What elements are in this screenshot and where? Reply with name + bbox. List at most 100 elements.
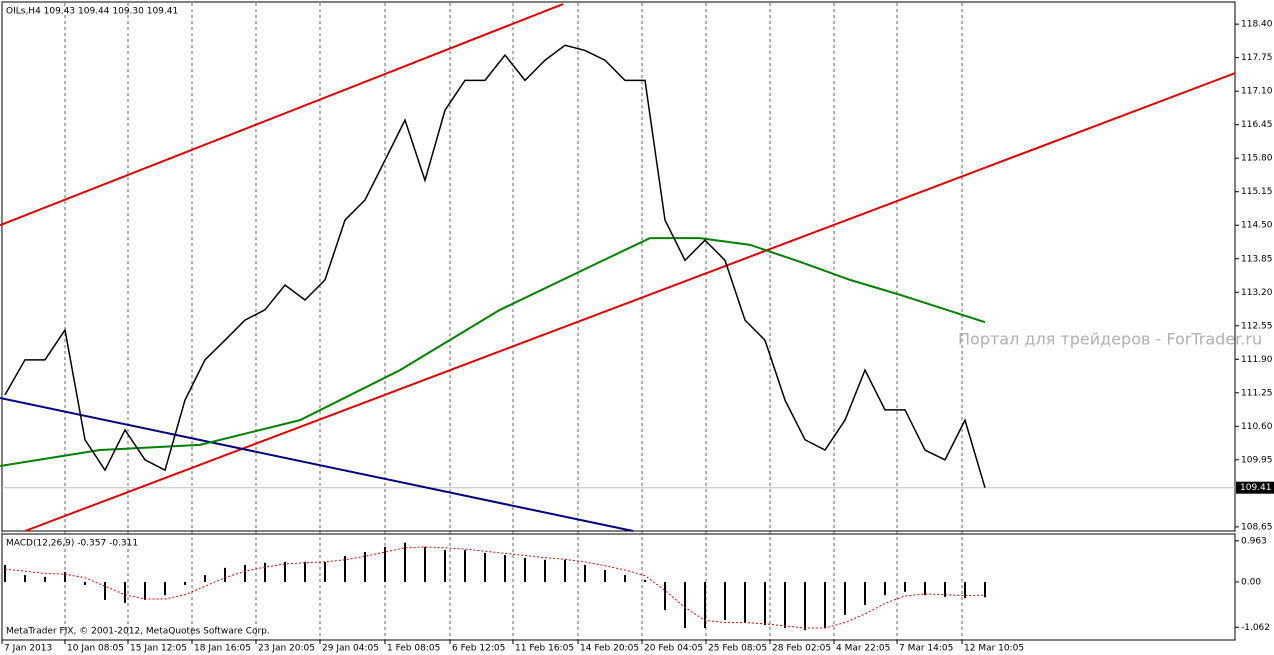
x-tick-label: 1 Feb 08:05 <box>387 644 440 654</box>
footer: MetaTrader FIX, © 2001-2012, MetaQuotes … <box>6 627 270 637</box>
y-tick-label: 117.75 <box>1241 53 1273 63</box>
x-tick-label: 29 Jan 04:05 <box>322 644 379 654</box>
y-tick-label: 112.55 <box>1241 321 1273 331</box>
macd-bar <box>264 562 266 582</box>
macd-bar <box>884 581 886 596</box>
y-tick-label: -1.062 <box>1241 623 1270 633</box>
macd-bar <box>304 561 306 582</box>
macd-bar <box>124 581 126 603</box>
macd-bar <box>984 581 986 598</box>
macd-bar <box>344 555 346 582</box>
macd-bar <box>444 549 446 582</box>
macd-bar <box>624 575 626 582</box>
x-tick-label: 4 Mar 22:05 <box>836 644 890 654</box>
macd-bar <box>324 561 326 582</box>
watermark: Портал для трейдеров - ForTrader.ru <box>958 330 1262 349</box>
x-tick-label: 23 Jan 20:05 <box>258 644 315 654</box>
macd-bar <box>24 575 26 582</box>
chart-title: OILs,H4 109.43 109.44 109.30 109.41 <box>6 7 178 17</box>
x-tick-label: 12 Mar 10:05 <box>964 644 1024 654</box>
macd-bar <box>144 581 146 600</box>
x-tick-label: 18 Jan 16:05 <box>194 644 251 654</box>
x-tick-label: 20 Feb 04:05 <box>644 644 703 654</box>
macd-bar <box>864 581 866 605</box>
y-tick-label: 114.50 <box>1241 221 1273 231</box>
macd-bar <box>604 570 606 582</box>
x-tick-label: 14 Feb 20:05 <box>580 644 639 654</box>
macd-bar <box>644 579 646 582</box>
y-tick-label: 111.90 <box>1241 355 1273 365</box>
macd-bar <box>964 581 966 599</box>
macd-bar <box>664 581 666 611</box>
macd-bar <box>724 581 726 620</box>
y-tick-label: 115.15 <box>1241 187 1273 197</box>
y-tick-label: 110.60 <box>1241 422 1273 432</box>
macd-bar <box>184 581 186 585</box>
macd-bar <box>564 559 566 582</box>
x-tick-label: 11 Feb 16:05 <box>515 644 574 654</box>
macd-bar <box>104 581 106 600</box>
macd-bar <box>424 546 426 582</box>
macd-bar <box>284 561 286 582</box>
macd-bar <box>384 546 386 582</box>
y-tick-label: 113.20 <box>1241 288 1273 298</box>
macd-bar <box>844 581 846 615</box>
macd-bar <box>44 576 46 582</box>
y-tick-label: 118.40 <box>1241 20 1273 30</box>
y-tick-label: 113.85 <box>1241 254 1273 264</box>
y-tick-label: 117.10 <box>1241 87 1273 97</box>
macd-bar <box>704 581 706 629</box>
last-price-box <box>1236 481 1274 494</box>
x-tick-label: 10 Jan 08:05 <box>67 644 124 654</box>
macd-bar <box>84 581 86 585</box>
x-tick-label: 25 Feb 08:05 <box>708 644 767 654</box>
y-tick-label: 0.00 <box>1241 577 1261 587</box>
macd-bar <box>904 581 906 592</box>
y-tick-label: 109.95 <box>1241 455 1273 465</box>
macd-title: MACD(12,26,9) -0.357 -0.311 <box>6 539 138 549</box>
y-tick-label: 116.45 <box>1241 120 1273 130</box>
macd-bar <box>484 552 486 582</box>
y-tick-label: 111.25 <box>1241 388 1273 398</box>
macd-bar <box>764 581 766 626</box>
price-line <box>4 44 986 488</box>
x-tick-label: 28 Feb 02:05 <box>772 644 831 654</box>
macd-bar <box>684 581 686 629</box>
macd-bar <box>804 581 806 631</box>
trend-line <box>0 396 634 532</box>
macd-bar <box>784 581 786 629</box>
macd-bar <box>404 542 406 582</box>
macd-bar <box>224 567 226 582</box>
macd-bar <box>464 549 466 582</box>
macd-bar <box>4 564 6 582</box>
x-tick-label: 6 Feb 12:05 <box>452 644 505 654</box>
macd-bar <box>244 564 246 582</box>
main-frame <box>1 1 1236 532</box>
trend-line <box>24 72 1236 532</box>
trend-line <box>0 3 564 227</box>
macd-bar <box>824 581 826 629</box>
macd-bar <box>924 581 926 596</box>
macd-bar <box>364 552 366 582</box>
moving-average <box>0 237 986 468</box>
macd-bar <box>544 559 546 582</box>
macd-bar <box>524 558 526 582</box>
macd-bar <box>504 555 506 582</box>
macd-bar <box>64 572 66 582</box>
last-price-label: 109.41 <box>1240 483 1272 493</box>
y-tick-label: 108.65 <box>1241 522 1273 532</box>
signal-line <box>4 546 986 629</box>
y-tick-label: 115.80 <box>1241 154 1273 164</box>
y-tick-label: 0.963 <box>1241 536 1267 546</box>
x-tick-label: 7 Jan 2013 <box>4 644 52 654</box>
macd-bar <box>944 581 946 597</box>
macd-bar <box>164 581 166 596</box>
x-tick-label: 15 Jan 12:05 <box>130 644 187 654</box>
x-tick-label: 7 Mar 14:05 <box>899 644 953 654</box>
macd-bar <box>584 564 586 582</box>
macd-bar <box>744 581 746 623</box>
macd-bar <box>204 575 206 582</box>
